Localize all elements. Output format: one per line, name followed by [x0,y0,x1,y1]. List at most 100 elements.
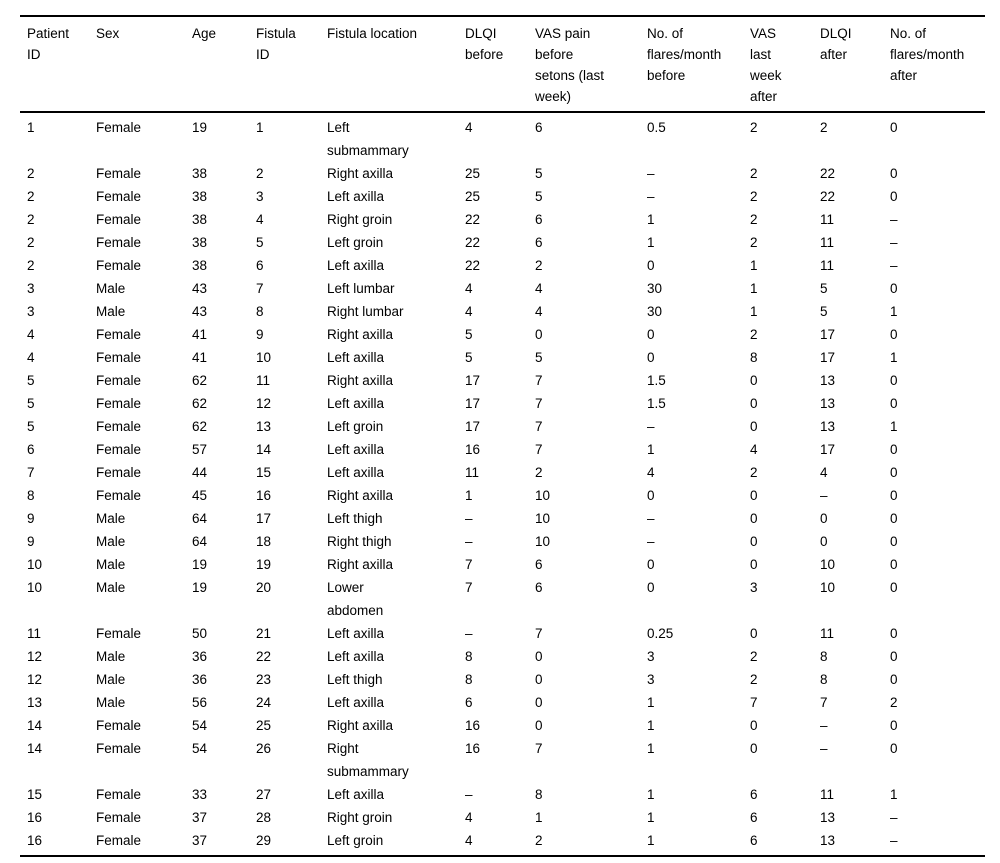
table-cell: 1 [27,120,35,135]
table-cell: 3 [27,304,35,319]
table-cell: 0.5 [647,120,666,135]
table-cell: Left axilla [327,189,385,204]
table-cell: 4 [465,120,473,135]
table-cell: 3 [27,281,35,296]
table-cell: 27 [256,787,272,802]
table-cell: 17 [465,396,481,411]
table-row: 15 Female 33 27 Left axilla –8 1 6 11 1 [20,783,985,806]
table-cell: 13 [27,695,43,710]
table-cell: Female [96,741,142,756]
table-cell: 14 [256,442,272,457]
table-row: 14 Female 54 26 Right submammary 16 7 1 0 – 0 [20,737,985,783]
table-cell: Right axilla [327,166,394,181]
table-cell: 1 [890,304,898,319]
table-row: 10 Male 19 20 Lower abdomen 7 6 0 3 10 0 [20,576,985,622]
table-cell: 0 [890,741,898,756]
table-cell: 2 [27,235,35,250]
column-header: No. of flares/month before [647,26,722,83]
table-cell: 43 [192,304,208,319]
table-cell: 1.5 [647,373,666,388]
table-cell: – [820,718,828,733]
column-header: VAS pain before setons (last week) [535,26,605,104]
table-cell: 0 [890,373,898,388]
table-cell: 2 [750,465,758,480]
table-cell: 5 [820,304,828,319]
table-cell: Female [96,350,142,365]
table-cell: 25 [256,718,272,733]
table-cell: 2 [27,166,35,181]
table-cell: – [890,212,898,227]
table-cell: 11 [465,465,480,480]
table-cell: Left groin [327,419,384,434]
table-cell: 0 [890,626,898,641]
table-cell: 0 [535,327,543,342]
column-header: DLQI before [465,26,504,62]
table-cell: 15 [256,465,272,480]
table-row: 2 Female 38 6 Left axilla 22 2 0 1 11– [20,254,985,277]
table-cell: 8 [750,350,758,365]
table-cell: 6 [535,120,543,135]
table-row: 8 Female 45 16 Right axilla 1 10 0 0 – 0 [20,484,985,507]
table-cell: – [890,833,898,848]
table-cell: 3 [256,189,264,204]
table-cell: 1 [890,419,898,434]
table-cell: Left groin [327,833,384,848]
table-cell: 62 [192,396,208,411]
table-cell: 2 [535,833,543,848]
table-cell: 56 [192,695,208,710]
table-cell: 5 [535,166,543,181]
table-cell: 4 [647,465,655,480]
table-cell: 0 [647,350,655,365]
table-cell: 2 [750,120,758,135]
table-cell: 33 [192,787,208,802]
table-cell: 25 [465,166,481,181]
table-cell: Left axilla [327,396,385,411]
table-cell: Female [96,787,142,802]
table-cell: 7 [465,580,473,595]
table-cell: 4 [535,304,543,319]
table-cell: 37 [192,833,208,848]
table-cell: 4 [465,833,473,848]
table-cell: Male [96,580,126,595]
table-row: 7 Female 44 15 Left axilla 11 2 4 2 4 0 [20,461,985,484]
table-cell: 5 [535,189,543,204]
table-cell: 4 [465,281,473,296]
table-cell: 38 [192,189,208,204]
table-body: 1 Female 19 1 Left submammary 4 6 0.5 2 2 0 2 Female… [20,112,985,856]
table-cell: 4 [465,810,473,825]
table-cell: 7 [27,465,35,480]
table-cell: Left groin [327,235,384,250]
table-cell: 1 [647,718,655,733]
table-cell: 17 [820,442,836,457]
table-cell: Female [96,442,142,457]
table-cell: 1 [890,787,898,802]
table-row: 14 Female 54 25 Right axilla 16 0 1 0 – 0 [20,714,985,737]
table-cell: – [465,787,473,802]
table-cell: 57 [192,442,208,457]
table-cell: 2 [750,672,758,687]
table-row: 11 Female 50 21 Left axilla – 7 0.25 0 11 0 [20,622,985,645]
table-cell: 0 [820,534,828,549]
table-cell: 17 [820,350,836,365]
column-header: DLQI after [820,26,852,62]
table-cell: 0 [890,166,898,181]
table-cell: 10 [820,557,836,572]
table-cell: 36 [192,649,208,664]
table-cell: 43 [192,281,208,296]
table-cell: 38 [192,166,208,181]
table-cell: 5 [535,350,543,365]
table-cell: Female [96,396,142,411]
table-cell: 0.25 [647,626,674,641]
table-cell: 8 [465,649,473,664]
table-cell: – [465,626,473,641]
table-cell: 3 [647,649,655,664]
table-cell: 0 [647,327,655,342]
table-cell: Left axilla [327,350,385,365]
table-cell: Left axilla [327,649,385,664]
table-cell: 1 [750,304,758,319]
table-cell: 2 [820,120,828,135]
table-row: 16 Female 37 29 Left groin 4 2 1 6 13– [20,829,985,856]
column-header: VAS last week after [750,26,782,104]
table-row: 5 Female 62 13 Left groin 17 7 – 0 13 1 [20,415,985,438]
table-cell: 5 [465,327,473,342]
